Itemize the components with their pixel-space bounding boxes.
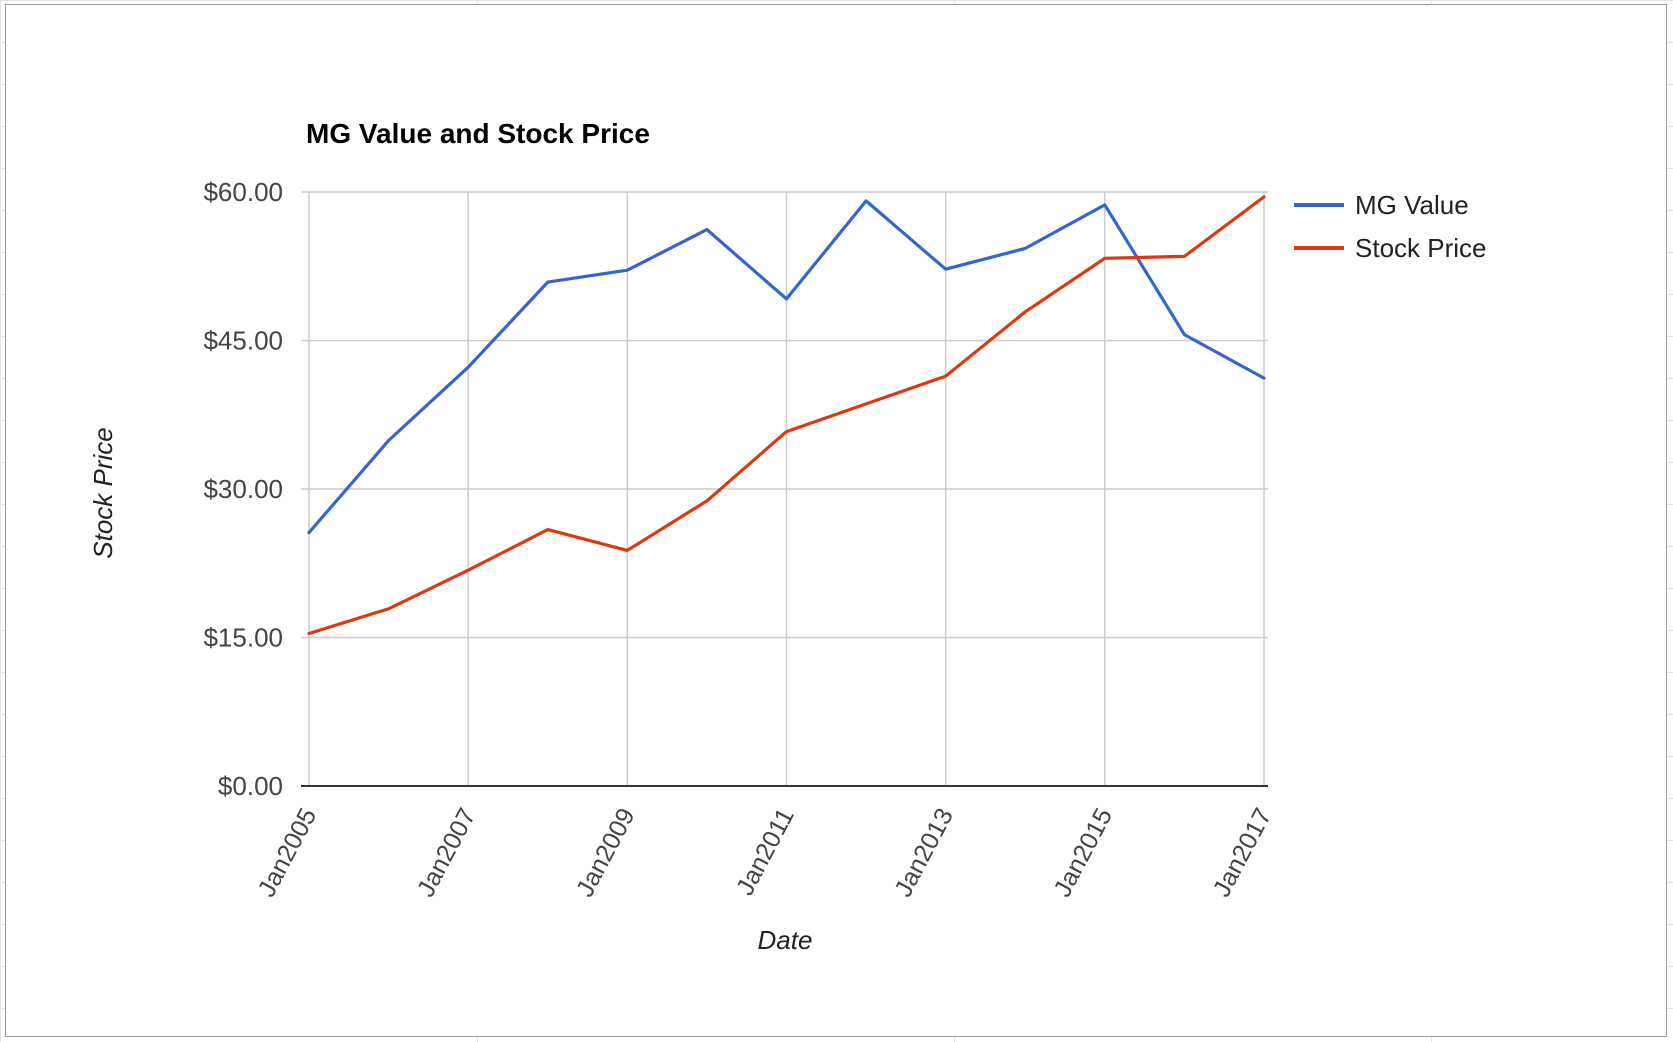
x-axis-title: Date — [758, 925, 813, 955]
x-tick-label: Jan2013 — [889, 804, 959, 902]
gridlines — [301, 191, 1268, 787]
x-tick-label: Jan2015 — [1048, 804, 1118, 902]
legend-label-stock-price: Stock Price — [1355, 233, 1487, 263]
chart-title: MG Value and Stock Price — [306, 118, 650, 149]
y-axis-ticks: $0.00 $15.00 $30.00 $45.00 $60.00 — [203, 177, 283, 801]
y-axis-title: Stock Price — [88, 427, 118, 559]
x-tick-label: Jan2007 — [412, 804, 482, 902]
x-tick-label: Jan2011 — [731, 804, 800, 900]
y-tick-label: $30.00 — [203, 474, 283, 504]
chart-container[interactable]: MG Value and Stock Price $0.00 $15.00 $30.… — [5, 4, 1667, 1037]
x-tick-label: Jan2005 — [253, 804, 323, 902]
mg-value-line — [307, 199, 1266, 535]
y-tick-label: $45.00 — [203, 326, 283, 356]
y-tick-label: $0.00 — [218, 771, 283, 801]
line-chart: MG Value and Stock Price $0.00 $15.00 $30.… — [88, 118, 1487, 955]
stock-price-line — [307, 195, 1266, 636]
x-tick-label: Jan2017 — [1208, 804, 1278, 902]
x-axis-ticks: Jan2005 Jan2007 Jan2009 Jan2011 Jan2013 Jan20… — [253, 804, 1278, 902]
series-lines — [307, 195, 1266, 636]
y-tick-label: $60.00 — [203, 177, 283, 207]
y-tick-label: $15.00 — [203, 623, 283, 653]
x-tick-label: Jan2009 — [571, 804, 641, 902]
legend-label-mg-value: MG Value — [1355, 190, 1469, 220]
legend: MG Value Stock Price — [1294, 190, 1487, 263]
